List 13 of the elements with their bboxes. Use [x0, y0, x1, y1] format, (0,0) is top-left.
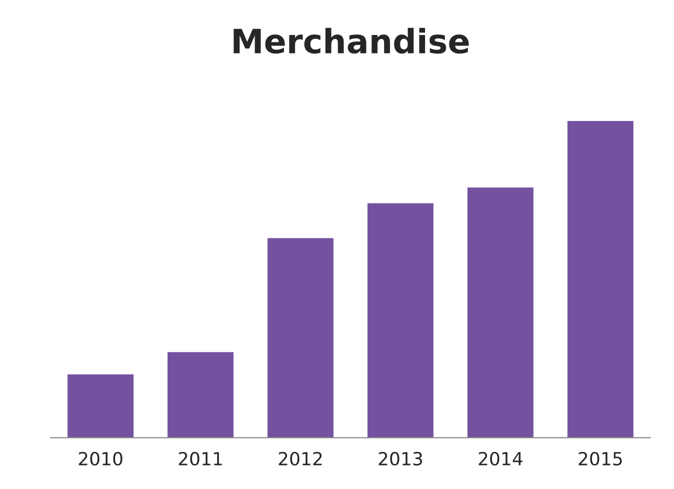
bar — [168, 352, 234, 438]
x-tick-label: 2011 — [178, 452, 222, 466]
chart-title: Merchandise — [234, 28, 469, 54]
bar — [367, 203, 434, 438]
x-tick-label: 2014 — [478, 452, 522, 466]
bar — [567, 120, 634, 438]
bar — [467, 187, 534, 438]
x-tick-label: 2012 — [278, 452, 322, 466]
x-tick-label: 2013 — [378, 452, 422, 466]
x-tick-label: 2015 — [578, 452, 622, 466]
bar — [68, 374, 134, 438]
x-tick-label: 2010 — [78, 452, 122, 466]
bar — [268, 238, 334, 438]
